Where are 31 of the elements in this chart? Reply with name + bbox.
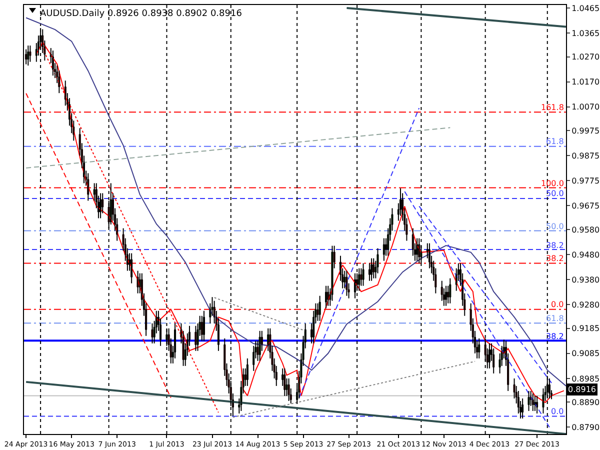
- annotation: 61.8: [546, 314, 564, 323]
- y-tick-label: 1.0270: [572, 52, 600, 62]
- y-tick-label: 0.9280: [572, 300, 600, 310]
- text: AUDUSD.Daily 0.8926 0.8938 0.8902 0.8916: [40, 9, 242, 20]
- y-tick-label: 0.9875: [572, 151, 600, 160]
- y-tick-label: 0.8985: [572, 374, 600, 384]
- y-tick-label: 0.9380: [572, 275, 600, 284]
- annotation: 100.0: [541, 179, 564, 188]
- annotation: 0.0: [551, 407, 564, 416]
- y-tick-label: 0.8790: [572, 423, 600, 432]
- y-tick-label: 0.9975: [572, 126, 600, 136]
- y-tick-label: 0.9675: [572, 202, 600, 211]
- y-tick-label: 0.8890: [572, 398, 600, 408]
- y-tick-label: 1.0170: [572, 78, 600, 87]
- y-tick-label: 0.9480: [572, 250, 600, 260]
- annotation: 38.2: [546, 241, 564, 250]
- y-tick-label: 0.9775: [572, 176, 600, 186]
- y-tick-label: 1.0365: [572, 28, 600, 38]
- annotation: 50.0: [546, 189, 564, 198]
- annotation: 61.8: [546, 137, 564, 146]
- y-tick-label: 0.9085: [572, 349, 600, 358]
- annotation: 38.2: [546, 332, 564, 341]
- y-tick-label: 0.9185: [572, 324, 600, 334]
- annotation: 38.2: [546, 254, 564, 263]
- y-tick-label: 1.0465: [572, 4, 600, 13]
- annotation: 161.8: [541, 103, 564, 112]
- ref-line-label: 0.8916: [568, 385, 596, 394]
- y-tick-label: 0.9580: [572, 225, 600, 234]
- y-tick-label: 1.0070: [572, 102, 600, 112]
- annotation: 50.0: [546, 222, 564, 231]
- annotation: 0.0: [551, 300, 564, 309]
